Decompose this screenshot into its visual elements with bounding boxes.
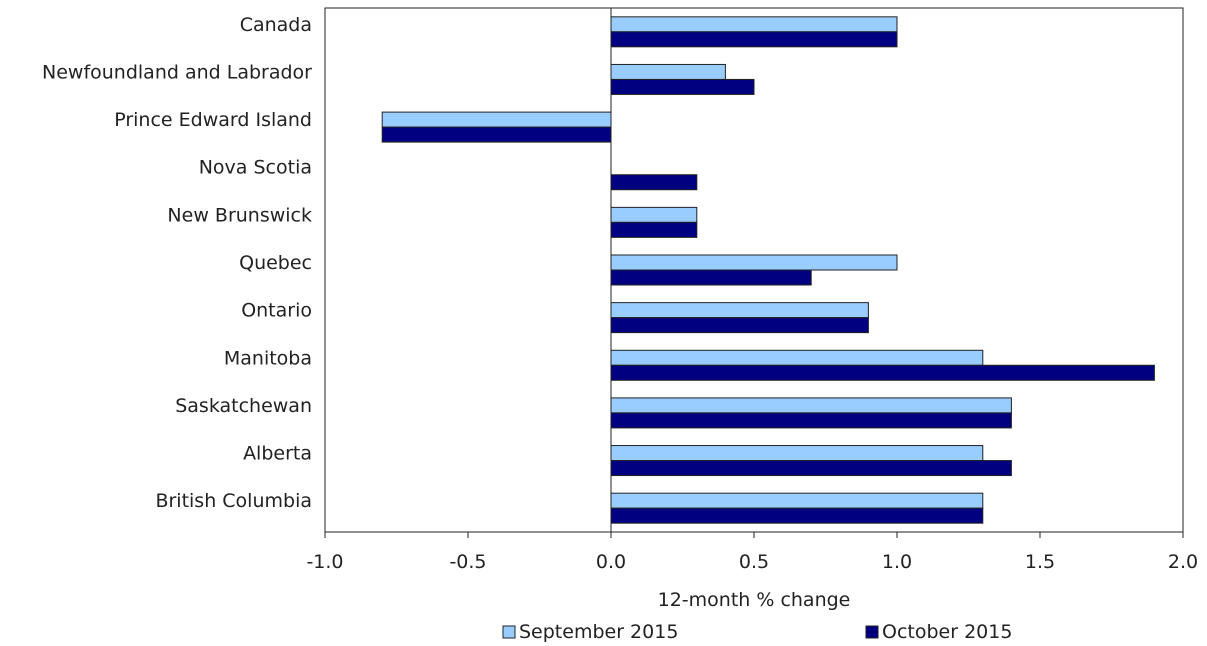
category-label: Ontario (241, 300, 312, 322)
bar-october-4 (610, 221, 698, 238)
bar-september-1 (610, 63, 726, 80)
bar-october-5 (610, 269, 812, 286)
bar-october-10 (610, 507, 984, 524)
x-tick-label: 2.0 (1168, 551, 1198, 573)
legend: September 2015 October 2015 (502, 621, 1012, 643)
category-label: Newfoundland and Labrador (42, 61, 312, 83)
bar-october-9 (610, 460, 1012, 477)
category-label: Nova Scotia (199, 157, 312, 179)
bar-october-8 (610, 412, 1012, 429)
x-axis-ticks: -1.0 -0.5 0.0 0.5 1.0 1.5 2.0 (306, 532, 1198, 573)
legend-label-september: September 2015 (519, 621, 678, 643)
legend-label-october: October 2015 (882, 621, 1012, 643)
bar-september-7 (610, 349, 984, 366)
bar-october-0 (610, 31, 898, 48)
x-tick-label: 1.5 (1025, 551, 1055, 573)
bar-october-3 (610, 174, 698, 191)
category-label: Manitoba (224, 347, 312, 369)
x-tick-label: -1.0 (306, 551, 343, 573)
bars-group (381, 16, 1155, 524)
bar-october-6 (610, 317, 869, 334)
bar-september-6 (610, 302, 869, 319)
category-label: New Brunswick (167, 204, 312, 226)
x-tick-label: 1.0 (882, 551, 912, 573)
category-labels: Canada Newfoundland and Labrador Prince Ed… (42, 14, 312, 512)
bar-october-1 (610, 78, 755, 95)
bar-september-0 (610, 16, 898, 33)
bar-september-4 (610, 206, 698, 223)
bar-september-2 (381, 111, 612, 128)
category-label: Alberta (243, 443, 312, 465)
bar-october-2 (381, 126, 612, 143)
x-tick-label: -0.5 (449, 551, 486, 573)
legend-swatch-october (865, 625, 879, 639)
x-tick-label: 0.0 (596, 551, 626, 573)
category-label: Prince Edward Island (114, 109, 312, 131)
category-label: British Columbia (155, 490, 312, 512)
bar-september-8 (610, 397, 1012, 414)
category-label: Quebec (239, 252, 312, 274)
category-label: Saskatchewan (175, 395, 312, 417)
bar-october-7 (610, 364, 1155, 381)
category-label: Canada (240, 14, 312, 36)
legend-swatch-september (502, 625, 516, 639)
x-tick-label: 0.5 (739, 551, 769, 573)
x-axis-label: 12-month % change (658, 589, 851, 611)
bar-september-10 (610, 492, 984, 509)
bar-september-5 (610, 254, 898, 271)
bar-september-9 (610, 445, 984, 462)
